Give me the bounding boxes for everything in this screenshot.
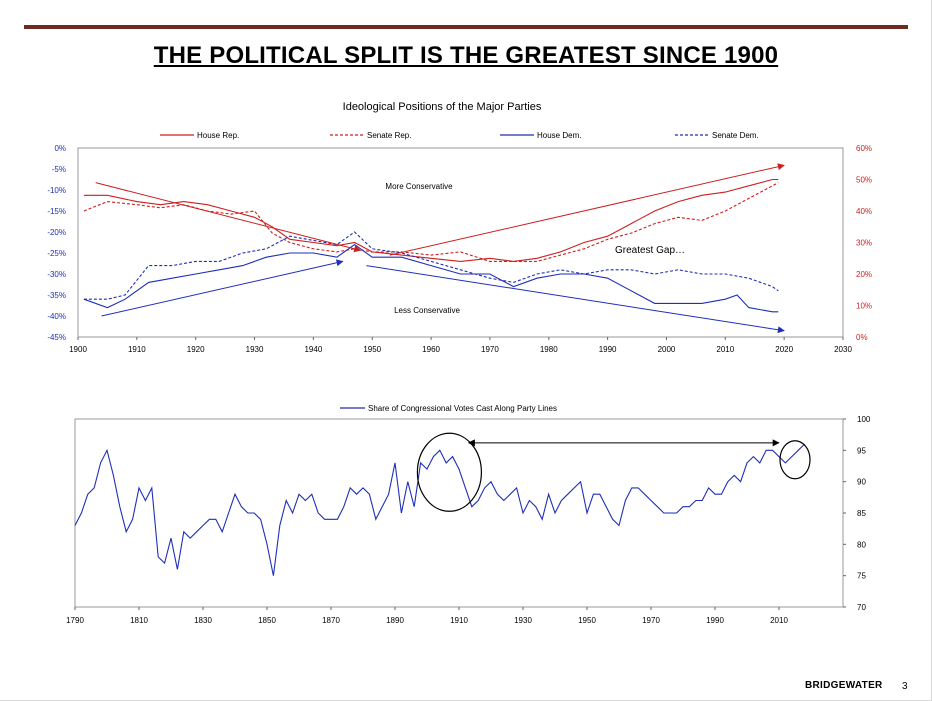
chart2-legend-label: Share of Congressional Votes Cast Along …	[368, 404, 557, 413]
chart1-x-tick-label: 1910	[128, 345, 146, 354]
page-title: THE POLITICAL SPLIT IS THE GREATEST SINC…	[153, 42, 779, 69]
chart1-legend-label-3: Senate Dem.	[712, 131, 759, 140]
chart1-x-tick-label: 1940	[304, 345, 322, 354]
chart1-trend-arrow-red-down	[95, 182, 362, 253]
chart1-x-tick-label: 1980	[540, 345, 558, 354]
chart1-y-right-tick-label: 30%	[856, 239, 872, 248]
chart2-x-tick-label: 1890	[386, 616, 404, 625]
chart2-x-tick-label: 1870	[322, 616, 340, 625]
chart2-y-tick-label: 90	[857, 478, 866, 487]
chart1-x-tick-label: 1950	[363, 345, 381, 354]
chart1-y-right-tick-label: 0%	[856, 333, 868, 342]
chart2-highlight-circle-2010s	[779, 440, 811, 480]
chart1-x-tick-label: 1970	[481, 345, 499, 354]
chart1-series-line-0	[83, 178, 779, 262]
chart1-x-tick-label: 1990	[599, 345, 617, 354]
chart1-y-left-tick-label: 0%	[54, 144, 66, 153]
chart1-plot-area	[77, 147, 844, 338]
chart1-y-left-tick-label: -45%	[47, 333, 66, 342]
chart2-y-tick-label: 85	[857, 509, 866, 518]
chart1-trend-arrow-red-up	[389, 163, 785, 256]
chart1-series-line-3	[83, 231, 779, 300]
chart1-legend-label-1: Senate Rep.	[367, 131, 411, 140]
chart2-x-tick-label: 1930	[514, 616, 532, 625]
chart1-series-line-2	[83, 243, 779, 313]
page-number: 3	[902, 681, 908, 692]
chart2-y-tick-label: 95	[857, 446, 866, 455]
chart2-x-tick-label: 1950	[578, 616, 596, 625]
chart2-x-tick-label: 1850	[258, 616, 276, 625]
chart1-y-left-tick-label: -35%	[47, 291, 66, 300]
chart1-x-tick-label: 2000	[658, 345, 676, 354]
chart2-series-line	[74, 443, 805, 576]
chart1-x-tick-label: 2020	[775, 345, 793, 354]
chart1-y-left-tick-label: -10%	[47, 186, 66, 195]
chart2-x-tick-label: 2010	[770, 616, 788, 625]
chart1-title: Ideological Positions of the Major Parti…	[343, 101, 542, 113]
chart1-trend-arrow-blue-down	[366, 265, 785, 334]
chart1-annotation-greatest-gap: Greatest Gap…	[615, 245, 685, 256]
chart1-legend-label-2: House Dem.	[537, 131, 581, 140]
chart1-annotation-less-conservative: Less Conservative	[394, 306, 460, 315]
chart1-y-right-tick-label: 20%	[856, 270, 872, 279]
chart2-highlight-circle-1900s	[416, 432, 482, 512]
chart1-y-right-tick-label: 10%	[856, 302, 872, 311]
chart2-x-tick-label: 1970	[642, 616, 660, 625]
chart2-y-tick-label: 100	[857, 415, 871, 424]
chart2-x-tick-label: 1990	[706, 616, 724, 625]
chart2-plot-area	[74, 418, 844, 608]
chart1-legend-label-0: House Rep.	[197, 131, 239, 140]
chart1-y-right-tick-label: 50%	[856, 176, 872, 185]
chart1-x-tick-label: 2030	[834, 345, 852, 354]
chart1-y-left-tick-label: -25%	[47, 249, 66, 258]
chart1-y-right-tick-label: 40%	[856, 207, 872, 216]
chart2-x-tick-label: 1790	[66, 616, 84, 625]
chart1-trend-arrow-blue-up	[101, 259, 344, 317]
chart1-y-left-tick-label: -5%	[52, 165, 66, 174]
chart1-y-right-tick-label: 60%	[856, 144, 872, 153]
chart2-x-tick-label: 1810	[130, 616, 148, 625]
chart1-x-tick-label: 1900	[69, 345, 87, 354]
top-rule	[24, 25, 908, 29]
chart2-x-tick-label: 1910	[450, 616, 468, 625]
chart1-x-tick-label: 2010	[716, 345, 734, 354]
brand-logo: BRIDGEWATER	[805, 680, 883, 691]
chart1-x-tick-label: 1960	[422, 345, 440, 354]
chart1-y-left-tick-label: -20%	[47, 228, 66, 237]
chart1-y-left-tick-label: -30%	[47, 270, 66, 279]
chart2-x-tick-label: 1830	[194, 616, 212, 625]
chart1-y-left-tick-label: -15%	[47, 207, 66, 216]
chart1-annotation-more-conservative: More Conservative	[385, 182, 453, 191]
chart2-y-tick-label: 75	[857, 572, 866, 581]
chart1-x-tick-label: 1920	[187, 345, 205, 354]
chart1-y-left-tick-label: -40%	[47, 312, 66, 321]
chart2-y-tick-label: 70	[857, 603, 866, 612]
chart1-x-tick-label: 1930	[246, 345, 264, 354]
chart2-y-tick-label: 80	[857, 540, 866, 549]
